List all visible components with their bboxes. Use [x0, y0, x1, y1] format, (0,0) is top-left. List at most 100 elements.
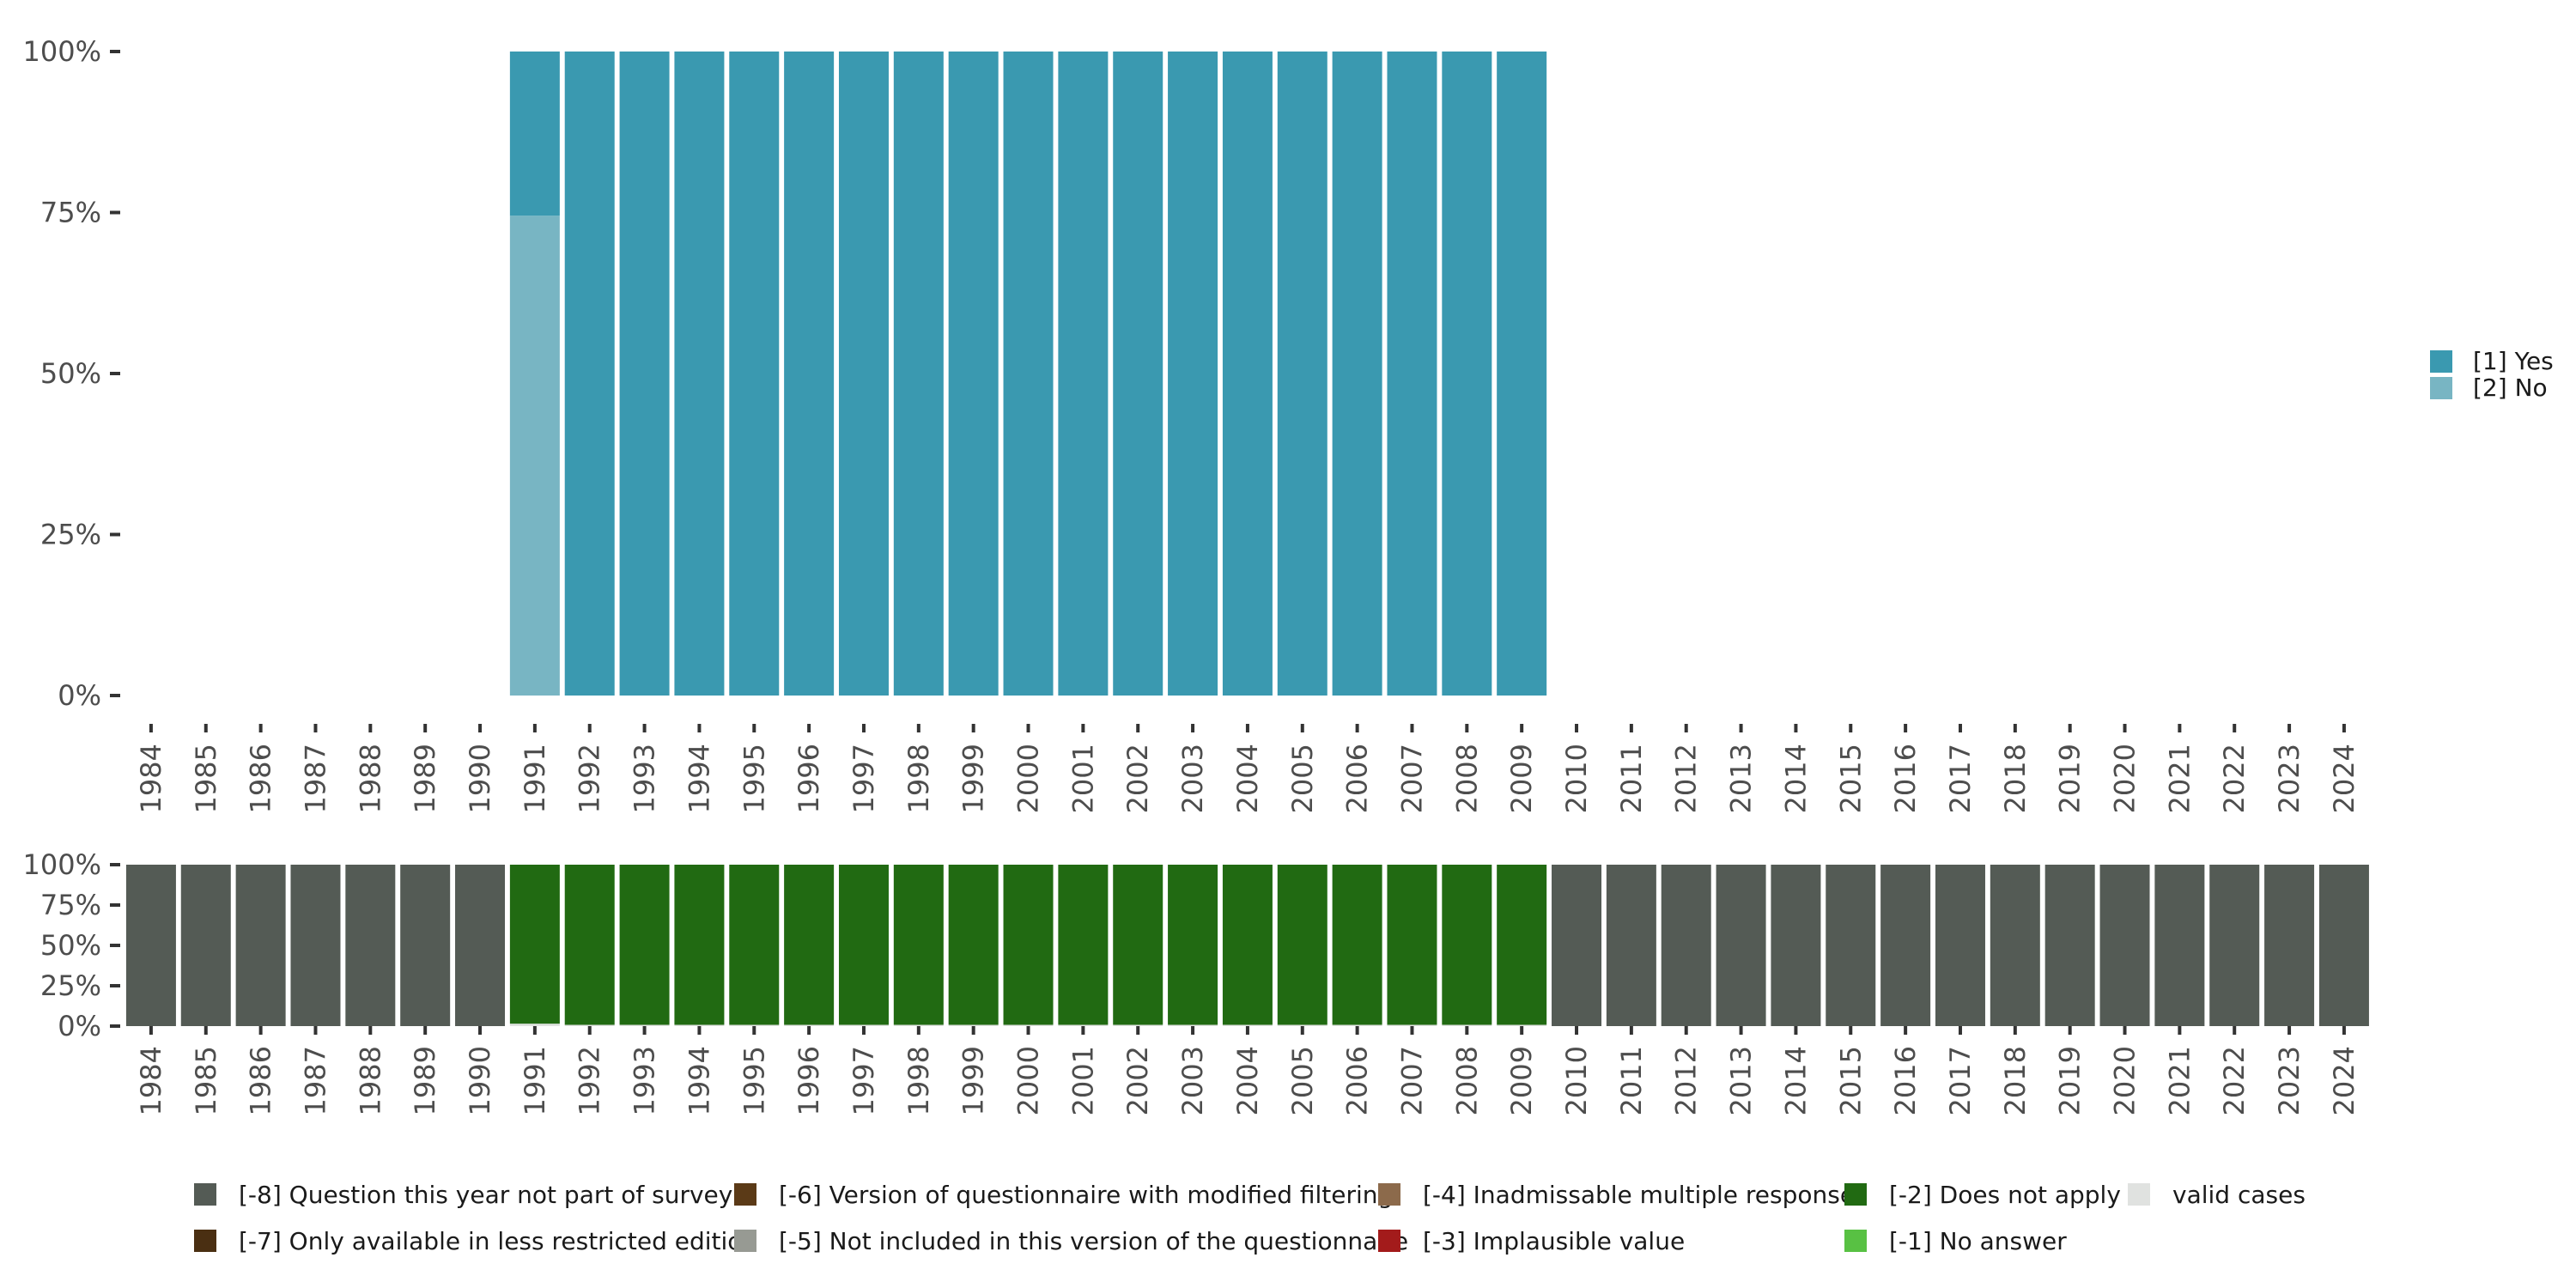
bar-segment [1003, 1024, 1054, 1026]
bar-segment [1277, 1024, 1327, 1026]
bar-segment [1442, 52, 1492, 696]
x-tick-label: 2013 [1725, 744, 1758, 813]
legend-swatch [2128, 1183, 2150, 1206]
bar-segment [838, 865, 889, 1025]
y-tick-label: 75% [40, 889, 101, 921]
legend-label: [-3] Implausible value [1423, 1227, 1685, 1255]
y-tick-label: 25% [40, 519, 101, 551]
bar-segment [509, 865, 560, 1024]
bar-segment [345, 865, 396, 1026]
x-tick-label: 2023 [2273, 744, 2306, 813]
bar-segment [893, 52, 944, 696]
bar-segment [400, 865, 451, 1026]
bar-segment [1277, 865, 1327, 1025]
x-tick-label: 2020 [2109, 1046, 2142, 1115]
bar-segment [1168, 52, 1218, 696]
bar-segment [893, 1024, 944, 1026]
x-tick-label: 2007 [1395, 1046, 1428, 1115]
x-tick-label: 2003 [1176, 1046, 1209, 1115]
x-tick-label: 2005 [1286, 1046, 1319, 1115]
y-tick-label: 0% [58, 679, 101, 712]
legend-swatch [1844, 1183, 1867, 1206]
bar-segment [784, 52, 835, 696]
x-tick-label: 1997 [848, 744, 880, 813]
x-tick-label: 1992 [574, 744, 606, 813]
bar-segment [1058, 1024, 1109, 1026]
bar-segment [455, 865, 506, 1026]
bar-segment [1003, 52, 1054, 696]
x-tick-label: 2001 [1066, 1046, 1099, 1115]
x-tick-label: 1999 [957, 1046, 990, 1115]
x-tick-label: 2011 [1615, 744, 1648, 813]
x-tick-label: 1991 [519, 1046, 551, 1115]
bar-segment [1058, 865, 1109, 1025]
x-tick-label: 2019 [2054, 744, 2087, 813]
x-tick-label: 2000 [1012, 1046, 1045, 1115]
x-tick-label: 2024 [2328, 744, 2360, 813]
x-tick-label: 2004 [1231, 1046, 1264, 1115]
bar-segment [1222, 1024, 1273, 1026]
x-tick-label: 2001 [1066, 744, 1099, 813]
x-tick-label: 1992 [574, 1046, 606, 1115]
x-tick-label: 1993 [629, 744, 661, 813]
bar-segment [948, 52, 999, 696]
bar-segment [1113, 1024, 1163, 1026]
bar-segment [1606, 865, 1656, 1026]
y-tick-label: 50% [40, 357, 101, 390]
x-tick-label: 2008 [1450, 744, 1483, 813]
top-bars [509, 52, 1547, 696]
x-tick-label: 2009 [1505, 1046, 1538, 1115]
x-tick-label: 2020 [2109, 744, 2142, 813]
bar-segment [2099, 865, 2150, 1026]
bar-segment [1058, 52, 1109, 696]
legend-swatch [1378, 1183, 1400, 1206]
bottom-y-axis: 0% 25% 50% 75% 100% [23, 848, 120, 1042]
x-tick-label: 2024 [2328, 1046, 2360, 1115]
bar-segment [729, 52, 780, 696]
bar-segment [1880, 865, 1931, 1026]
bar-segment [235, 865, 286, 1026]
x-tick-label: 1988 [354, 744, 386, 813]
x-tick-label: 2006 [1341, 744, 1374, 813]
x-tick-label: 2012 [1670, 744, 1703, 813]
legend-label: [-8] Question this year not part of surv… [239, 1181, 732, 1209]
x-tick-label: 2011 [1615, 1046, 1648, 1115]
bar-segment [1332, 1024, 1382, 1026]
bar-segment [1442, 865, 1492, 1025]
x-tick-label: 2002 [1121, 744, 1154, 813]
bar-segment [1661, 865, 1711, 1026]
x-tick-label: 2014 [1779, 744, 1812, 813]
bar-segment [1497, 865, 1547, 1025]
x-tick-label: 2023 [2273, 1046, 2306, 1115]
x-tick-label: 2003 [1176, 744, 1209, 813]
x-tick-label: 2004 [1231, 744, 1264, 813]
bar-segment [2318, 865, 2369, 1026]
x-tick-label: 1987 [299, 744, 331, 813]
x-tick-label: 1986 [245, 1046, 277, 1115]
y-tick-label: 25% [40, 969, 101, 1002]
legend-swatch [734, 1230, 756, 1252]
x-tick-label: 2007 [1395, 744, 1428, 813]
bar-segment [1771, 865, 1821, 1026]
bar-segment [509, 216, 560, 696]
bar-segment [1990, 865, 2040, 1026]
bar-segment [729, 1024, 780, 1026]
x-tick-label: 2009 [1505, 744, 1538, 813]
bar-segment [180, 865, 231, 1026]
x-tick-label: 1995 [738, 744, 770, 813]
bar-segment [564, 52, 615, 696]
bar-segment [1497, 52, 1547, 696]
bar-segment [290, 865, 341, 1026]
legend-swatch [1844, 1230, 1867, 1252]
x-tick-label: 1989 [409, 1046, 441, 1115]
bar-segment [2044, 865, 2095, 1026]
legend-label: [-1] No answer [1889, 1227, 2067, 1255]
x-tick-label: 1985 [190, 1046, 222, 1115]
bar-segment [1442, 1024, 1492, 1026]
x-tick-label: 2021 [2163, 1046, 2196, 1115]
top-chart-panel: 0% 25% 50% 75% 100% 1984 1985 1986 1987 1988 1989… [23, 35, 2554, 813]
bar-segment [125, 865, 176, 1026]
legend-swatch [194, 1230, 216, 1252]
bar-segment [564, 865, 615, 1025]
legend-swatch [194, 1183, 216, 1206]
